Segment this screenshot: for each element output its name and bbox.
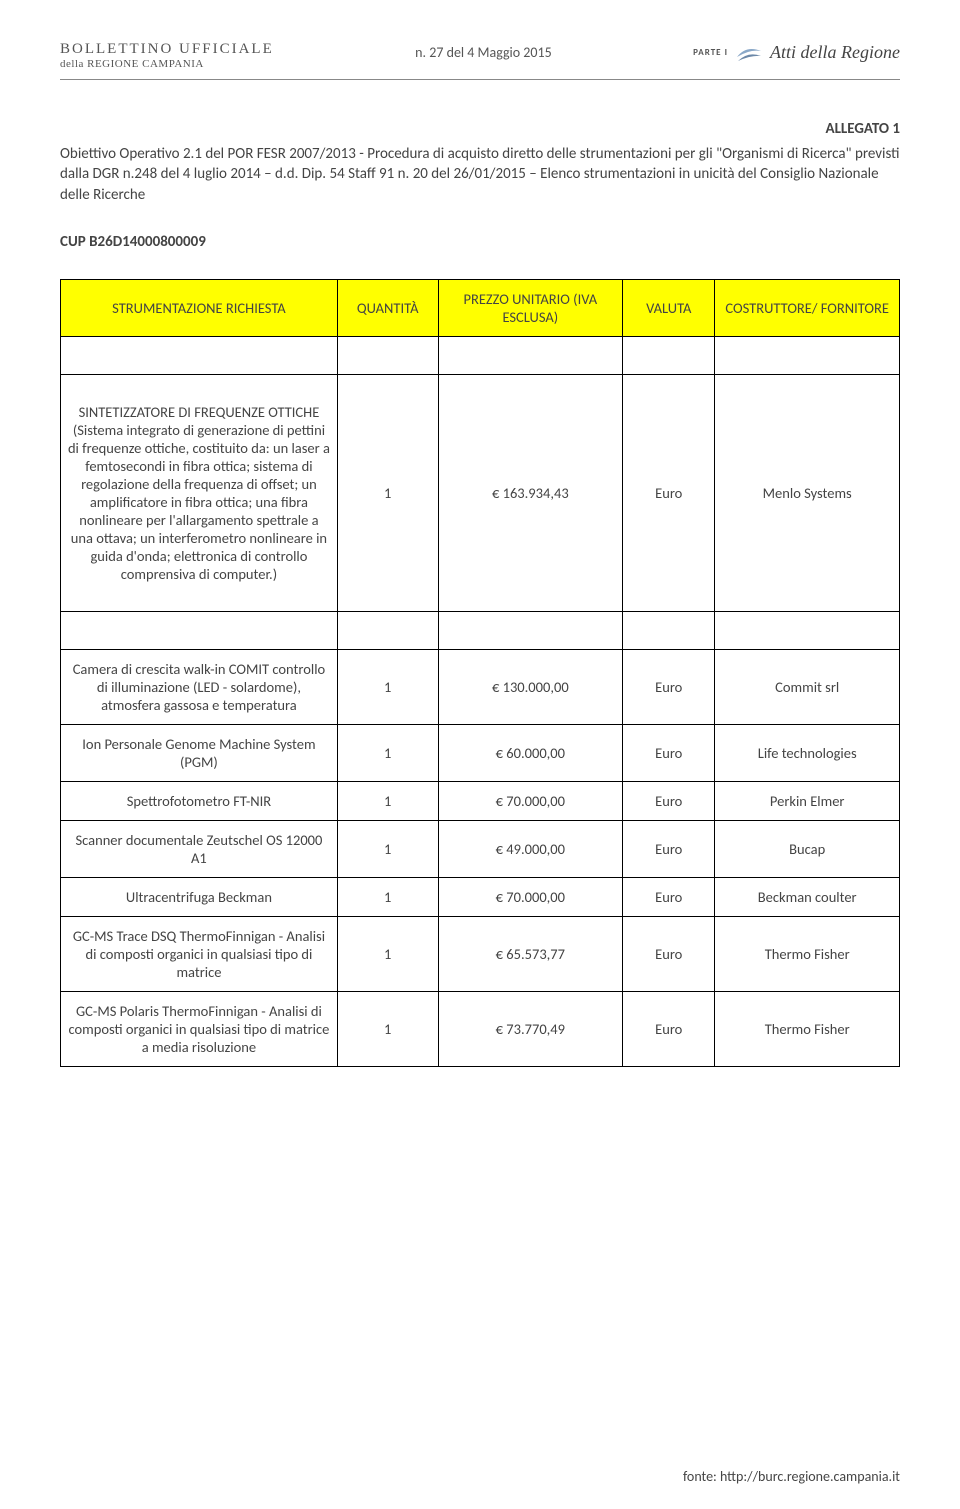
cup-code: CUP B26D14000800009 — [60, 233, 900, 251]
col-header-vendor: COSTRUTTORE/ FORNITORE — [715, 279, 900, 336]
footer-source: fonte: http://burc.regione.campania.it — [683, 1468, 900, 1485]
cell-vendor: Commit srl — [715, 649, 900, 724]
cell-desc: Spettrofotometro FT-NIR — [61, 781, 338, 820]
parte-label: PARTE I — [693, 47, 728, 58]
col-header-price: PREZZO UNITARIO (IVA ESCLUSA) — [438, 279, 623, 336]
cell-desc: Scanner documentale Zeutschel OS 12000 A… — [61, 820, 338, 877]
spacer-cell — [715, 336, 900, 374]
cell-price: € 70.000,00 — [438, 877, 623, 916]
table-body: SINTETIZZATORE DI FREQUENZE OTTICHE (Sis… — [61, 336, 900, 1066]
cell-desc: GC-MS Trace DSQ ThermoFinnigan - Analisi… — [61, 916, 338, 991]
issue-number: n. 27 del 4 Maggio 2015 — [415, 40, 552, 61]
cell-vendor: Beckman coulter — [715, 877, 900, 916]
cell-currency: Euro — [623, 991, 715, 1066]
spacer-cell — [61, 611, 338, 649]
cell-currency: Euro — [623, 781, 715, 820]
cell-price: € 130.000,00 — [438, 649, 623, 724]
table-row: GC-MS Trace DSQ ThermoFinnigan - Analisi… — [61, 916, 900, 991]
cell-price: € 60.000,00 — [438, 724, 623, 781]
cell-qty: 1 — [337, 991, 438, 1066]
table-row: Spettrofotometro FT-NIR1€ 70.000,00EuroP… — [61, 781, 900, 820]
cell-desc: Ion Personale Genome Machine System (PGM… — [61, 724, 338, 781]
cell-price: € 49.000,00 — [438, 820, 623, 877]
page-header: BOLLETTINO UFFICIALE della REGIONE CAMPA… — [60, 40, 900, 80]
cell-vendor: Life technologies — [715, 724, 900, 781]
cell-qty: 1 — [337, 877, 438, 916]
cell-currency: Euro — [623, 724, 715, 781]
table-row: SINTETIZZATORE DI FREQUENZE OTTICHE (Sis… — [61, 374, 900, 611]
spacer-cell — [438, 611, 623, 649]
table-row: Camera di crescita walk-in COMIT control… — [61, 649, 900, 724]
bulletin-title-block: BOLLETTINO UFFICIALE della REGIONE CAMPA… — [60, 40, 274, 71]
table-row: Ultracentrifuga Beckman1€ 70.000,00EuroB… — [61, 877, 900, 916]
cell-price: € 163.934,43 — [438, 374, 623, 611]
spacer-cell — [61, 336, 338, 374]
cell-currency: Euro — [623, 916, 715, 991]
col-header-currency: VALUTA — [623, 279, 715, 336]
spacer-cell — [715, 611, 900, 649]
table-header: STRUMENTAZIONE RICHIESTA QUANTITÀ PREZZO… — [61, 279, 900, 336]
bulletin-title-line1: BOLLETTINO UFFICIALE — [60, 40, 274, 58]
cell-vendor: Thermo Fisher — [715, 916, 900, 991]
bulletin-title-line2: della REGIONE CAMPANIA — [60, 58, 274, 71]
col-header-qty: QUANTITÀ — [337, 279, 438, 336]
cell-qty: 1 — [337, 781, 438, 820]
spacer-cell — [337, 611, 438, 649]
page: BOLLETTINO UFFICIALE della REGIONE CAMPA… — [0, 0, 960, 1509]
cell-vendor: Perkin Elmer — [715, 781, 900, 820]
cell-currency: Euro — [623, 649, 715, 724]
cell-currency: Euro — [623, 374, 715, 611]
cell-qty: 1 — [337, 649, 438, 724]
cell-desc: Camera di crescita walk-in COMIT control… — [61, 649, 338, 724]
cell-vendor: Menlo Systems — [715, 374, 900, 611]
cell-qty: 1 — [337, 820, 438, 877]
spacer-cell — [623, 336, 715, 374]
table-row: Scanner documentale Zeutschel OS 12000 A… — [61, 820, 900, 877]
cell-qty: 1 — [337, 374, 438, 611]
cell-price: € 73.770,49 — [438, 991, 623, 1066]
equipment-table: STRUMENTAZIONE RICHIESTA QUANTITÀ PREZZO… — [60, 279, 900, 1067]
table-row: Ion Personale Genome Machine System (PGM… — [61, 724, 900, 781]
cell-desc: GC-MS Polaris ThermoFinnigan - Analisi d… — [61, 991, 338, 1066]
cell-vendor: Bucap — [715, 820, 900, 877]
cell-desc: SINTETIZZATORE DI FREQUENZE OTTICHE (Sis… — [61, 374, 338, 611]
table-row: GC-MS Polaris ThermoFinnigan - Analisi d… — [61, 991, 900, 1066]
spacer-cell — [438, 336, 623, 374]
spacer-cell — [623, 611, 715, 649]
cell-desc: Ultracentrifuga Beckman — [61, 877, 338, 916]
cell-currency: Euro — [623, 877, 715, 916]
intro-paragraph: Obiettivo Operativo 2.1 del POR FESR 200… — [60, 144, 900, 205]
cell-vendor: Thermo Fisher — [715, 991, 900, 1066]
region-logo-icon — [736, 43, 762, 63]
atti-label: Atti della Regione — [770, 42, 900, 63]
col-header-desc: STRUMENTAZIONE RICHIESTA — [61, 279, 338, 336]
cell-price: € 65.573,77 — [438, 916, 623, 991]
allegato-heading: ALLEGATO 1 — [60, 120, 900, 138]
cell-currency: Euro — [623, 820, 715, 877]
header-right-block: PARTE I Atti della Regione — [693, 40, 900, 63]
spacer-cell — [337, 336, 438, 374]
cell-qty: 1 — [337, 724, 438, 781]
cell-qty: 1 — [337, 916, 438, 991]
cell-price: € 70.000,00 — [438, 781, 623, 820]
